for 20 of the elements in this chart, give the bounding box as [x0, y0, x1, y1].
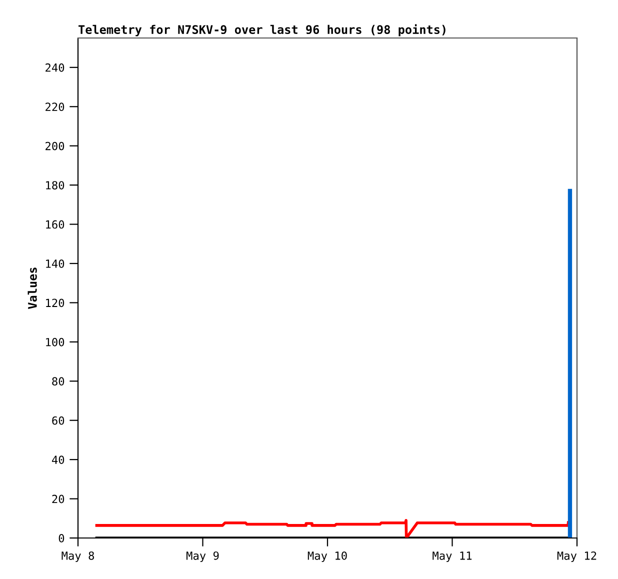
- y-tick-label: 100: [46, 338, 64, 346]
- y-tick-label: 0: [58, 534, 64, 542]
- y-tick-label: 120: [46, 298, 64, 308]
- x-tick-label: May 10: [308, 551, 347, 562]
- y-tick-label: 140: [46, 259, 64, 268]
- y-axis-title: Values: [28, 268, 37, 309]
- chart-title: Telemetry for N7SKV-9 over last 96 hours (98 points): [78, 24, 446, 36]
- x-tick-label: May 12: [557, 551, 596, 562]
- x-tick-label: May 8: [62, 551, 94, 562]
- x-tick-label: May 11: [432, 552, 472, 562]
- y-tick-label: 200: [46, 142, 64, 150]
- y-tick-label: 40: [52, 456, 64, 464]
- x-tick-label: May 9: [186, 551, 219, 562]
- y-tick-label: 240: [46, 63, 64, 72]
- y-tick-label: 60: [52, 416, 64, 425]
- y-tick-label: 160: [46, 220, 64, 229]
- y-tick-label: 80: [52, 377, 64, 386]
- y-tick-label: 20: [52, 494, 64, 504]
- y-tick-label: 180: [46, 181, 64, 190]
- y-tick-label: 220: [46, 102, 64, 112]
